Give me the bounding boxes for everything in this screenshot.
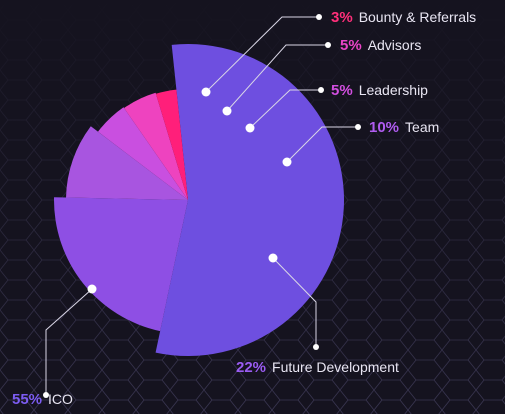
callout-dot	[201, 87, 211, 97]
callout-dot	[245, 123, 255, 133]
slice-name: Future Development	[272, 359, 399, 375]
pie-slice-ico	[155, 44, 344, 357]
callout-dot	[222, 106, 232, 116]
slice-percent: 5%	[331, 82, 353, 99]
slice-name: Team	[405, 119, 439, 135]
pie-callouts: 55% ICO 22% Future Development 10% Team 5% Lead…	[12, 9, 476, 408]
slice-label: 10% Team	[369, 119, 439, 136]
slice-label: 55% ICO	[12, 391, 73, 408]
callout-line	[272, 257, 317, 347]
slice-label: 5% Leadership	[331, 82, 428, 99]
pie-slice-future-development	[54, 197, 189, 332]
slice-percent: 10%	[369, 119, 399, 136]
callout-dot	[43, 392, 49, 398]
callout-line	[45, 288, 93, 395]
slice-percent: 22%	[236, 359, 266, 376]
slice-name: ICO	[48, 391, 73, 407]
slice-percent: 5%	[340, 37, 362, 54]
callout-line	[226, 44, 328, 112]
callout-dot	[316, 14, 322, 20]
callout-dot	[268, 253, 278, 263]
callout-dot	[313, 344, 319, 350]
callout-line	[205, 16, 319, 93]
callout-dot	[355, 124, 361, 130]
slice-label: 22% Future Development	[236, 359, 399, 376]
callout-dot	[325, 42, 331, 48]
slice-percent: 55%	[12, 391, 42, 408]
callout-dot	[282, 157, 292, 167]
pie-slice-leadership	[97, 107, 188, 200]
callout-line	[249, 89, 321, 129]
slice-name: Leadership	[359, 82, 428, 98]
slice-percent: 3%	[331, 9, 353, 26]
callout-dot	[87, 284, 97, 294]
slice-name: Advisors	[368, 37, 422, 53]
slice-label: 5% Advisors	[340, 37, 421, 54]
pie-slice-advisors	[124, 92, 188, 200]
slice-label: 3% Bounty & Referrals	[331, 9, 476, 26]
callout-dot	[318, 87, 324, 93]
pie-slice-team	[66, 126, 188, 200]
callout-line	[286, 126, 358, 163]
pie-slice-bounty-referrals	[155, 89, 188, 200]
slice-name: Bounty & Referrals	[359, 9, 477, 25]
pie-slices	[54, 44, 344, 357]
